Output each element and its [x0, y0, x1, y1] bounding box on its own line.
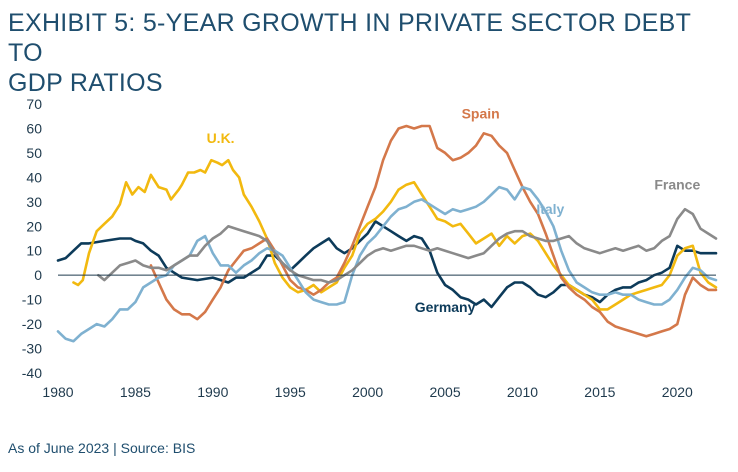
- source-note: As of June 2023 | Source: BIS: [8, 440, 196, 456]
- series-label-spain: Spain: [462, 106, 500, 122]
- x-tick-label: 1990: [197, 384, 228, 400]
- y-tick-label: 60: [26, 120, 42, 136]
- x-tick-label: 1980: [42, 384, 73, 400]
- y-tick-label: 70: [26, 96, 42, 112]
- x-tick-label: 2015: [584, 384, 615, 400]
- y-tick-label: -40: [22, 365, 42, 381]
- x-tick-label: 2005: [429, 384, 460, 400]
- series-label-germany: Germany: [415, 299, 476, 315]
- y-tick-label: 50: [26, 145, 42, 161]
- series-line-spain: [149, 124, 718, 338]
- series-line-germany: [56, 220, 718, 309]
- x-tick-label: 1985: [120, 384, 151, 400]
- y-tick-label: -20: [22, 316, 42, 332]
- series-labels: U.K. Spain France Italy Germany: [207, 106, 701, 315]
- chart-title: EXHIBIT 5: 5-YEAR GROWTH IN PRIVATE SECT…: [8, 8, 708, 98]
- series-label-france: France: [654, 177, 700, 193]
- series-label-italy: Italy: [536, 201, 564, 217]
- y-tick-label: -10: [22, 292, 42, 308]
- chart-series: [56, 124, 718, 343]
- y-tick-label: 0: [34, 267, 42, 283]
- x-axis: 1980 1985 1990 1995 2000 2005 2010 2015 2020: [42, 384, 693, 400]
- y-tick-label: 30: [26, 194, 42, 210]
- series-label-uk: U.K.: [207, 130, 235, 146]
- y-tick-label: 10: [26, 243, 42, 259]
- y-tick-label: -30: [22, 341, 42, 357]
- chart-title-line-2: GDP RATIOS: [8, 69, 163, 97]
- series-line-italy: [56, 185, 718, 343]
- y-tick-label: 40: [26, 169, 42, 185]
- series-line-france: [97, 207, 718, 284]
- x-tick-label: 1995: [275, 384, 306, 400]
- y-axis: 70 60 50 40 30 20 10 0 -10 -20 -30 -40: [22, 96, 42, 381]
- x-tick-label: 2000: [352, 384, 383, 400]
- x-tick-label: 2020: [662, 384, 693, 400]
- y-tick-label: 20: [26, 218, 42, 234]
- x-tick-label: 2010: [507, 384, 538, 400]
- series-line-uk: [72, 158, 718, 311]
- chart-title-line-1: EXHIBIT 5: 5-YEAR GROWTH IN PRIVATE SECT…: [8, 9, 691, 67]
